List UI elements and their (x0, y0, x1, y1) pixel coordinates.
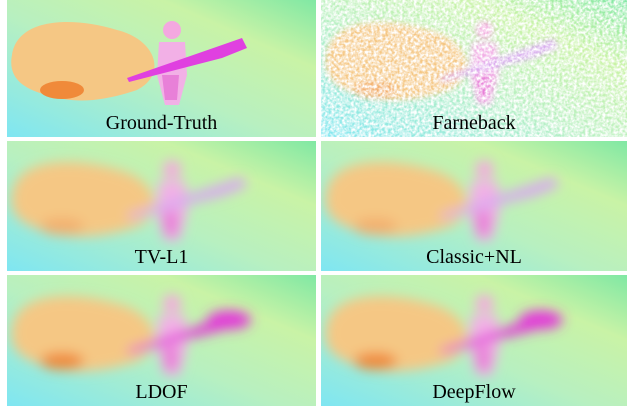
stick-blade (519, 310, 563, 330)
stick (127, 38, 247, 82)
figure-legs (474, 212, 492, 236)
flow-objects (325, 160, 559, 241)
flow-objects (325, 294, 563, 376)
panel-label: Classic+NL (426, 246, 522, 268)
orange-region (11, 161, 155, 237)
figure-legs (162, 75, 179, 100)
stick (127, 177, 247, 219)
orange-dark (40, 81, 84, 99)
flow-objects (11, 21, 247, 105)
panel-label: Farneback (432, 112, 515, 134)
figure-legs (162, 346, 179, 371)
orange-dark (40, 352, 84, 370)
flow-panel: TV-L1 (7, 141, 316, 271)
orange-region (325, 161, 468, 237)
figure-legs (162, 212, 179, 236)
figure-head (163, 294, 181, 313)
panel-label: Ground-Truth (106, 112, 218, 134)
noise-overlay (321, 0, 627, 137)
panel-label: LDOF (135, 381, 187, 403)
panel-label: TV-L1 (135, 246, 189, 268)
flow-panel: LDOF (7, 275, 316, 406)
flow-panel: Ground-Truth (7, 0, 316, 137)
figure-head (163, 21, 181, 39)
flow-panel: Classic+NL (321, 141, 627, 271)
orange-region (11, 296, 155, 372)
flow-objects (11, 294, 251, 376)
orange-dark (353, 217, 398, 235)
figure-head (475, 160, 494, 179)
figure-head (475, 294, 494, 313)
stick (439, 177, 559, 219)
orange-region (325, 296, 468, 372)
orange-region (11, 22, 155, 101)
figure-head (163, 160, 181, 179)
flow-panel: DeepFlow (321, 275, 627, 406)
stick-blade (207, 310, 251, 330)
flow-objects (11, 160, 247, 241)
figure-legs (474, 346, 492, 371)
orange-dark (40, 217, 84, 235)
flow-panel: Farneback (321, 0, 627, 137)
orange-dark (353, 352, 398, 370)
panel-label: DeepFlow (432, 381, 516, 403)
